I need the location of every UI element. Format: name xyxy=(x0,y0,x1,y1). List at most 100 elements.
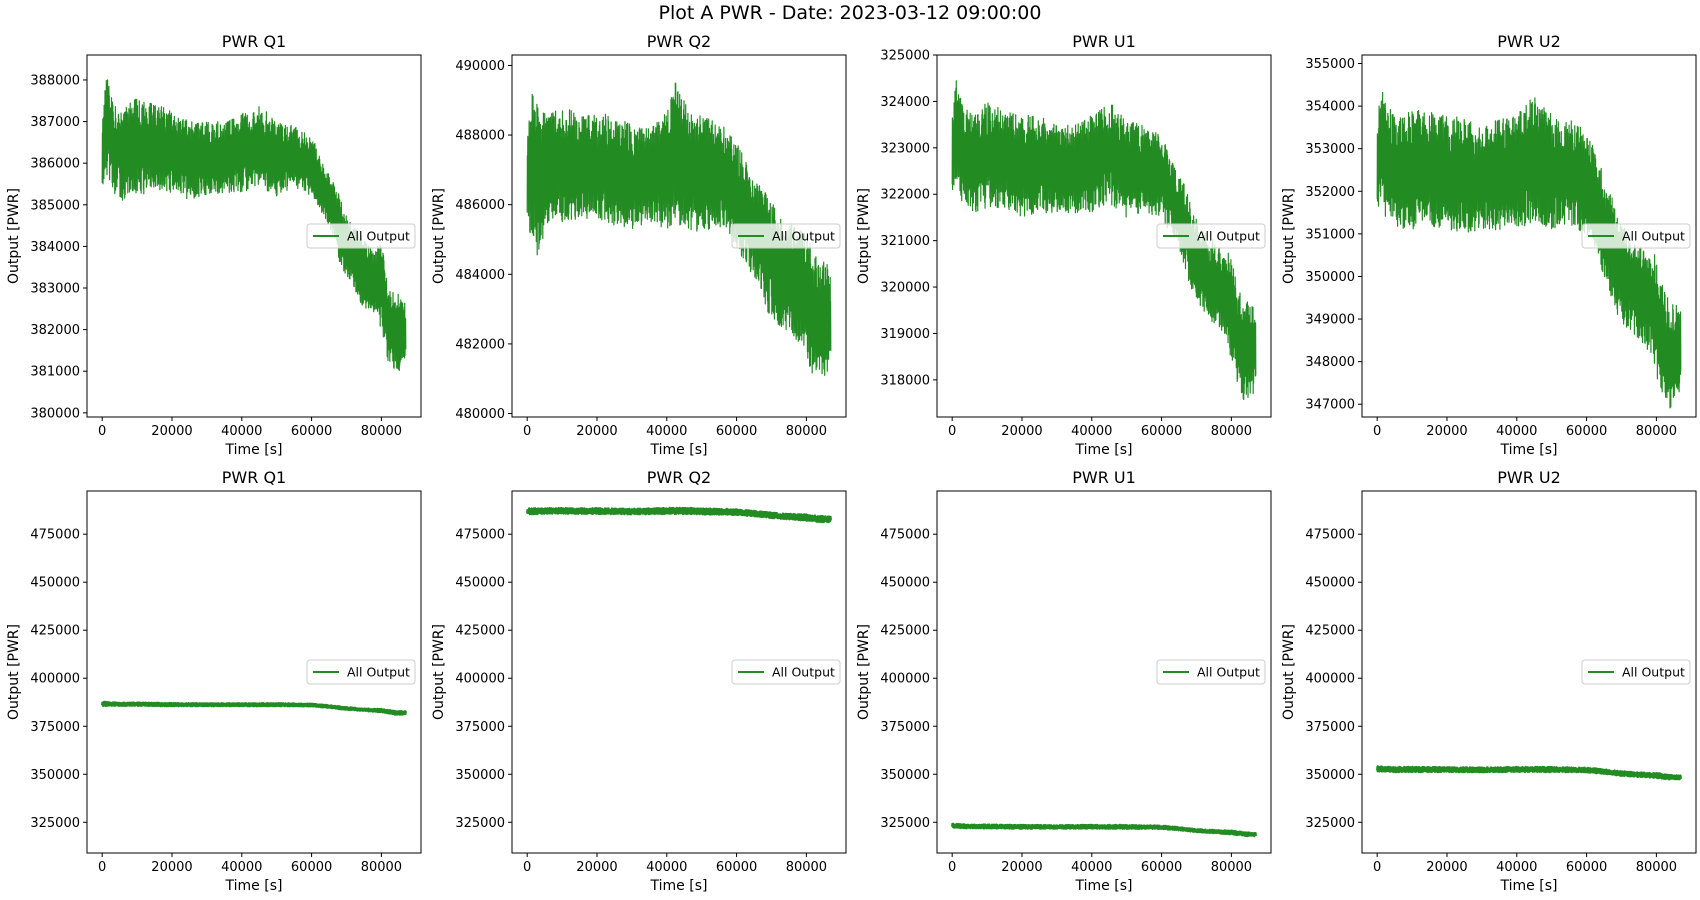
y-tick-label: 450000 xyxy=(880,576,930,591)
x-tick-label: 0 xyxy=(98,860,106,875)
x-tick-label: 20000 xyxy=(151,860,192,875)
x-tick-label: 80000 xyxy=(361,860,402,875)
y-tick-label: 382000 xyxy=(30,323,80,338)
legend-label: All Output xyxy=(347,229,410,244)
legend-label: All Output xyxy=(1197,229,1260,244)
subplot: 0 20000 40000 60000 80000 325000 350000 375000 4… xyxy=(1281,468,1697,894)
subplot-title: PWR U2 xyxy=(1497,468,1561,487)
y-tick-label: 475000 xyxy=(1305,528,1355,543)
y-tick-label: 320000 xyxy=(880,281,930,296)
y-tick-label: 350000 xyxy=(30,768,80,783)
x-tick-label: 0 xyxy=(948,860,956,875)
y-tick-label: 385000 xyxy=(30,198,80,213)
y-axis-label: Output [PWR] xyxy=(1281,188,1297,284)
y-tick-label: 324000 xyxy=(880,95,930,110)
x-tick-label: 0 xyxy=(948,424,956,439)
y-axis-label: Output [PWR] xyxy=(431,624,447,720)
x-tick-label: 60000 xyxy=(1141,860,1182,875)
x-axis-label: Time [s] xyxy=(650,442,708,458)
y-tick-label: 475000 xyxy=(880,528,930,543)
y-axis-label: Output [PWR] xyxy=(6,188,22,284)
y-tick-label: 383000 xyxy=(30,282,80,297)
axes-frame xyxy=(936,490,1272,854)
y-tick-label: 352000 xyxy=(1305,185,1355,200)
y-tick-label: 386000 xyxy=(30,157,80,172)
y-tick-label: 350000 xyxy=(1305,270,1355,285)
x-tick-label: 40000 xyxy=(1496,860,1537,875)
series-line xyxy=(951,822,1257,838)
y-tick-label: 425000 xyxy=(1305,624,1355,639)
x-tick-label: 0 xyxy=(1373,860,1381,875)
y-tick-label: 375000 xyxy=(1305,720,1355,735)
series-line xyxy=(951,80,1257,401)
x-tick-label: 20000 xyxy=(576,860,617,875)
y-tick-label: 490000 xyxy=(455,59,505,74)
y-tick-label: 325000 xyxy=(880,49,930,64)
x-tick-label: 80000 xyxy=(786,860,827,875)
y-tick-label: 350000 xyxy=(1305,768,1355,783)
legend: All Output xyxy=(1156,223,1266,249)
y-tick-label: 400000 xyxy=(880,672,930,687)
legend-label: All Output xyxy=(347,665,410,680)
y-tick-label: 322000 xyxy=(880,188,930,203)
legend-label: All Output xyxy=(1622,229,1685,244)
subplot-grid: 0 20000 40000 60000 80000 380000 381000 382000 3… xyxy=(6,32,1697,894)
y-tick-label: 400000 xyxy=(1305,672,1355,687)
y-tick-label: 351000 xyxy=(1305,227,1355,242)
legend-box xyxy=(731,223,841,249)
x-tick-label: 20000 xyxy=(576,424,617,439)
x-tick-label: 80000 xyxy=(1211,424,1252,439)
subplot-title: PWR Q1 xyxy=(222,32,286,51)
subplot: 0 20000 40000 60000 80000 325000 350000 375000 4… xyxy=(6,468,422,894)
legend: All Output xyxy=(731,659,841,685)
x-axis-label: Time [s] xyxy=(1500,442,1558,458)
axes-frame xyxy=(86,54,422,418)
y-axis-label: Output [PWR] xyxy=(856,188,872,284)
legend-box xyxy=(1156,223,1266,249)
y-tick-label: 387000 xyxy=(30,115,80,130)
legend: All Output xyxy=(306,223,416,249)
axes-frame xyxy=(1361,54,1697,418)
x-tick-label: 40000 xyxy=(1071,860,1112,875)
y-tick-label: 375000 xyxy=(455,720,505,735)
y-tick-label: 323000 xyxy=(880,141,930,156)
y-axis-label: Output [PWR] xyxy=(431,188,447,284)
x-tick-label: 20000 xyxy=(1001,424,1042,439)
legend-box xyxy=(306,659,416,685)
y-tick-label: 321000 xyxy=(880,234,930,249)
series-line xyxy=(526,506,832,524)
y-tick-label: 350000 xyxy=(455,768,505,783)
x-tick-label: 0 xyxy=(523,424,531,439)
subplot: 0 20000 40000 60000 80000 380000 381000 382000 3… xyxy=(6,32,422,458)
x-tick-label: 80000 xyxy=(786,424,827,439)
x-tick-label: 80000 xyxy=(361,424,402,439)
x-tick-label: 0 xyxy=(523,860,531,875)
legend-box xyxy=(306,223,416,249)
y-tick-label: 425000 xyxy=(30,624,80,639)
y-tick-label: 381000 xyxy=(30,365,80,380)
series-line xyxy=(526,82,832,376)
axes-frame xyxy=(936,54,1272,418)
y-axis-label: Output [PWR] xyxy=(1281,624,1297,720)
legend-box xyxy=(731,659,841,685)
x-tick-label: 40000 xyxy=(1071,424,1112,439)
subplot-title: PWR U1 xyxy=(1072,32,1136,51)
x-tick-label: 80000 xyxy=(1636,424,1677,439)
y-tick-label: 480000 xyxy=(455,407,505,422)
x-tick-label: 60000 xyxy=(1141,424,1182,439)
y-tick-label: 388000 xyxy=(30,73,80,88)
legend: All Output xyxy=(731,223,841,249)
subplot: 0 20000 40000 60000 80000 325000 350000 375000 4… xyxy=(856,468,1272,894)
legend: All Output xyxy=(1581,223,1691,249)
x-tick-label: 0 xyxy=(98,424,106,439)
x-tick-label: 80000 xyxy=(1211,860,1252,875)
x-tick-label: 40000 xyxy=(221,860,262,875)
x-axis-label: Time [s] xyxy=(650,878,708,894)
x-axis-label: Time [s] xyxy=(225,442,283,458)
legend-label: All Output xyxy=(1197,665,1260,680)
y-tick-label: 400000 xyxy=(30,672,80,687)
figure-title: Plot A PWR - Date: 2023-03-12 09:00:00 xyxy=(659,2,1042,24)
y-tick-label: 325000 xyxy=(455,816,505,831)
x-tick-label: 0 xyxy=(1373,424,1381,439)
x-tick-label: 40000 xyxy=(646,860,687,875)
